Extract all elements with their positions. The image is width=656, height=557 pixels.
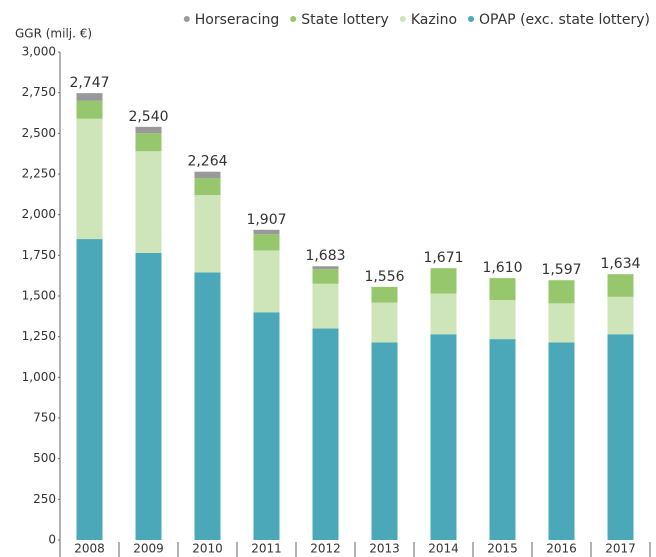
x-tick-label: 2011 <box>251 542 282 556</box>
bar-segment <box>489 278 516 301</box>
bar-segment <box>194 272 221 540</box>
bar-segment <box>430 268 457 294</box>
y-tick-label: 250 <box>33 492 56 506</box>
bar-segment <box>135 133 162 152</box>
legend-label: Horseracing <box>195 12 279 28</box>
bar-segment <box>194 171 221 179</box>
bar-segment <box>489 300 516 340</box>
bar-segment <box>607 334 634 540</box>
x-tick-label: 2014 <box>428 542 459 556</box>
bar-segment <box>371 342 398 540</box>
total-label: 1,634 <box>600 256 640 272</box>
bar-segment <box>253 234 280 251</box>
y-tick-label: 2,000 <box>22 207 56 221</box>
y-tick-label: 1,750 <box>22 248 56 262</box>
bar-segment <box>371 286 398 303</box>
bar-segment <box>76 93 103 101</box>
bar-segment <box>607 274 634 297</box>
y-tick-label: 3,000 <box>22 45 56 59</box>
legend-label: OPAP (exc. state lottery) <box>479 12 650 28</box>
bar-segment <box>194 178 221 196</box>
legend-label: State lottery <box>301 12 389 28</box>
bar-segment <box>253 229 280 235</box>
total-label: 1,907 <box>246 212 286 228</box>
y-tick-label: 750 <box>33 411 56 425</box>
y-tick-label: 2,500 <box>22 126 56 140</box>
bar-segment <box>135 252 162 541</box>
bar-segment <box>76 239 103 541</box>
y-tick-label: 1,500 <box>22 289 56 303</box>
y-tick-label: 500 <box>33 451 56 465</box>
bar-segment <box>76 118 103 240</box>
bar-segment <box>548 280 575 304</box>
bar-segment <box>607 296 634 335</box>
x-tick-label: 2015 <box>487 542 518 556</box>
total-label: 1,683 <box>305 248 345 264</box>
bar-segment <box>312 283 339 329</box>
bar-segment <box>312 266 339 270</box>
x-tick-label: 2009 <box>133 542 164 556</box>
x-tick-label: 2013 <box>369 542 400 556</box>
legend-marker <box>290 16 297 22</box>
x-tick-label: 2010 <box>192 542 223 556</box>
x-tick-label: 2016 <box>546 542 577 556</box>
bar-segment <box>76 100 103 119</box>
bar-segment <box>548 303 575 343</box>
legend-marker <box>183 16 190 22</box>
total-label: 2,264 <box>187 154 227 170</box>
legend-label: Kazino <box>411 12 457 28</box>
bar-segment <box>548 342 575 540</box>
bar-segment <box>430 293 457 335</box>
bar-segment <box>371 302 398 343</box>
bar-segment <box>312 269 339 284</box>
y-axis-label: GGR (milj. €) <box>15 27 92 41</box>
y-tick-label: 2,250 <box>22 167 56 181</box>
bar-segment <box>135 126 162 134</box>
y-tick-label: 1,250 <box>22 329 56 343</box>
bar-segment <box>135 151 162 253</box>
bar-segment <box>430 334 457 540</box>
y-tick-label: 1,000 <box>22 370 56 384</box>
bar-segment <box>253 250 280 313</box>
legend-marker <box>399 16 406 22</box>
total-label: 1,556 <box>364 269 404 285</box>
x-tick-label: 2017 <box>605 542 636 556</box>
bar-segment <box>489 339 516 540</box>
bar-segment <box>194 195 221 273</box>
total-label: 1,610 <box>482 260 522 276</box>
y-tick-label: 0 <box>48 533 56 547</box>
legend-marker <box>468 16 475 22</box>
y-tick-label: 2,750 <box>22 85 56 99</box>
bar-segment <box>312 328 339 540</box>
total-label: 1,597 <box>541 262 581 278</box>
bar-segment <box>253 312 280 540</box>
total-label: 2,540 <box>128 109 168 125</box>
x-tick-label: 2008 <box>74 542 105 556</box>
total-label: 2,747 <box>69 75 109 91</box>
total-label: 1,671 <box>423 250 463 266</box>
x-tick-label: 2012 <box>310 542 341 556</box>
